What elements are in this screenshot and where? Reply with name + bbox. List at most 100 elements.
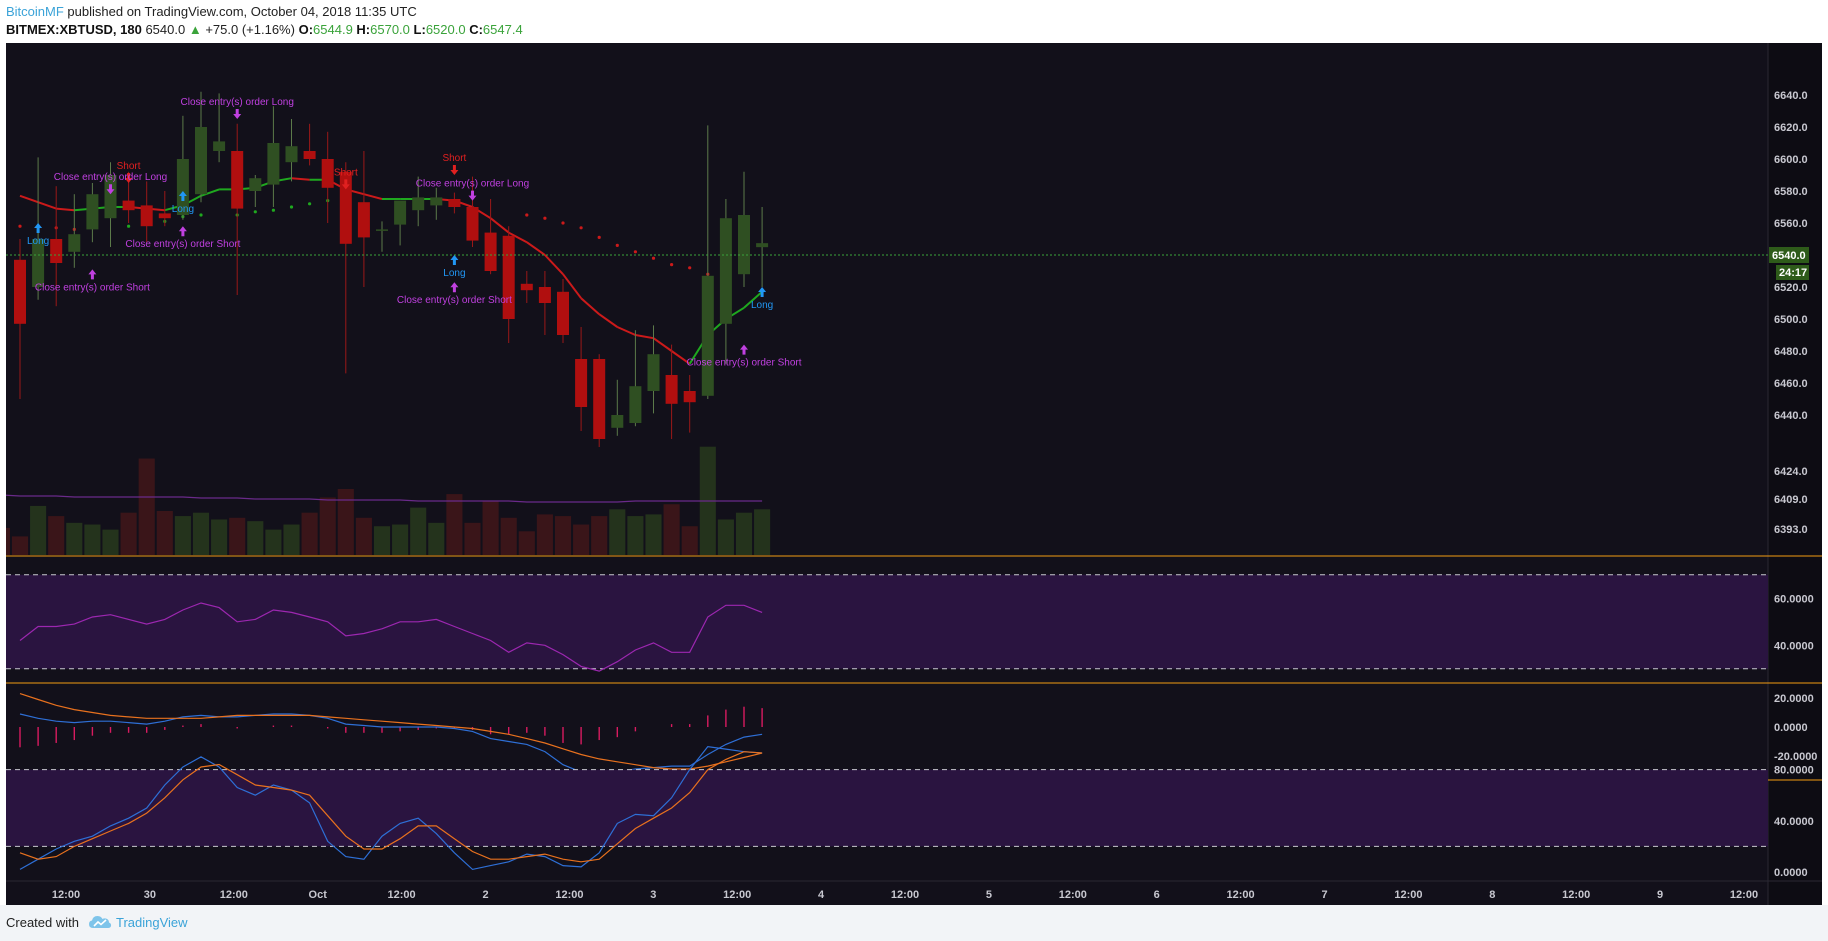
- volume-bar: [554, 516, 572, 555]
- psar-dot: [561, 221, 565, 225]
- time-tick-label: 12:00: [555, 889, 583, 901]
- volume-bar: [464, 522, 481, 555]
- volume-bar: [30, 505, 47, 555]
- publish-line: BitcoinMF published on TradingView.com, …: [6, 4, 417, 19]
- signal-label: Close entry(s) order Long: [54, 172, 167, 183]
- ema-segment: [291, 177, 310, 181]
- candle-body: [267, 143, 280, 185]
- time-tick-label: 12:00: [1562, 889, 1590, 901]
- chart-svg[interactable]: Long Short Close entry(s) order Long Close …: [0, 43, 1822, 905]
- price-axis-panel: [1768, 43, 1822, 905]
- current-price-badge: [1769, 247, 1809, 263]
- volume-bar: [319, 497, 336, 555]
- rsi-tick-label: 40.0000: [1774, 640, 1814, 652]
- time-tick-label: 12:00: [388, 889, 416, 901]
- signal-label: Long: [443, 268, 465, 279]
- close-value: 6547.4: [482, 22, 523, 37]
- candle-body: [412, 197, 425, 211]
- price-tick-label: 6480.0: [1774, 346, 1808, 358]
- volume-bar: [283, 524, 300, 555]
- signal-label: Long: [751, 300, 773, 311]
- open-value: 6544.9: [313, 22, 353, 37]
- candle-body: [719, 218, 732, 324]
- macd-histogram: [19, 706, 763, 748]
- psar-dot: [308, 202, 312, 206]
- time-tick-label: 3: [650, 889, 656, 901]
- signal-arrow-down-icon: [468, 190, 477, 201]
- price-tick-label: 6500.0: [1774, 314, 1808, 326]
- signal-arrow-down-icon: [233, 109, 242, 119]
- stoch-axis: 80.0000 40.0000 0.0000: [1774, 765, 1814, 879]
- time-tick-label: 2: [482, 889, 488, 901]
- psar-dot: [253, 210, 257, 214]
- signal-label: Close entry(s) order Short: [686, 358, 801, 369]
- price-change: +75.0 (+1.16%): [205, 22, 295, 37]
- candle-body: [466, 207, 479, 241]
- volume-bar: [446, 494, 463, 555]
- volume-bar: [11, 536, 29, 555]
- time-tick-label: 12:00: [1730, 889, 1758, 901]
- price-tick-label: 6580.0: [1774, 186, 1808, 198]
- psar-dot: [651, 256, 656, 260]
- rsi-line: [19, 602, 763, 672]
- candle-body: [502, 235, 515, 319]
- candle-body: [321, 159, 334, 188]
- stoch-tick-label: 80.0000: [1774, 765, 1814, 777]
- candle-body: [195, 127, 207, 195]
- time-tick-label: 7: [1321, 889, 1327, 901]
- high-label: H:: [356, 22, 371, 37]
- candle-body: [32, 239, 45, 287]
- macd-tick-label: 0.0000: [1774, 722, 1808, 734]
- psar-dot: [543, 216, 547, 220]
- volume-bar: [337, 489, 354, 555]
- candle-body: [665, 375, 678, 404]
- candle-body: [647, 354, 660, 391]
- psar-dot: [579, 226, 583, 230]
- rsi-axis: 60.0000 40.0000: [1774, 593, 1814, 652]
- signal-label: Short: [334, 167, 358, 178]
- ema-segment: [743, 291, 763, 309]
- candle-body: [756, 243, 769, 248]
- ema-segment: [37, 201, 57, 210]
- ema-segment: [508, 231, 528, 244]
- signal-arrow-down-icon: [106, 184, 115, 195]
- signal-label: Close entry(s) order Short: [397, 295, 512, 306]
- published-text: published on TradingView.com, October 04…: [67, 4, 417, 19]
- signal-arrow-up-icon: [178, 226, 187, 237]
- tradingview-brand-link[interactable]: TradingView: [116, 915, 188, 930]
- countdown-badge: [1776, 265, 1809, 280]
- psar-dot: [271, 208, 275, 212]
- volume-bar: [717, 519, 734, 555]
- volume-bar: [392, 524, 409, 555]
- signal-arrow-down-icon: [341, 179, 350, 190]
- signal-arrow-up-icon: [178, 191, 187, 201]
- candle-body: [285, 146, 298, 163]
- volume-bar: [84, 524, 101, 555]
- price-tick-label: 6620.0: [1774, 122, 1808, 134]
- candle-body: [68, 234, 81, 252]
- tradingview-cloud-icon[interactable]: [88, 913, 112, 931]
- psar-dot: [289, 205, 294, 209]
- candle-body: [158, 213, 171, 219]
- time-tick-label: 30: [144, 889, 156, 901]
- ema-segment: [544, 254, 564, 275]
- stoch-band: [6, 769, 1768, 847]
- candle-body: [249, 178, 262, 191]
- candle-body: [50, 239, 63, 263]
- volume-bar: [102, 529, 119, 555]
- author-link[interactable]: BitcoinMF: [6, 4, 64, 19]
- time-tick-label: 8: [1489, 889, 1495, 901]
- candle-body: [629, 386, 642, 423]
- footer-bar: Created with TradingView: [0, 905, 1828, 941]
- candle-body: [104, 175, 117, 219]
- close-label: C:: [469, 22, 483, 37]
- price-tick-label: 6440.0: [1774, 410, 1808, 422]
- signal-arrow-up-icon: [34, 223, 43, 233]
- volume-bar: [120, 512, 137, 555]
- ema-segment: [56, 207, 75, 212]
- volume-bar: [247, 521, 264, 555]
- volume-bar: [211, 519, 228, 555]
- chart-area[interactable]: Long Short Close entry(s) order Long Close …: [0, 43, 1822, 905]
- candle-layer: [14, 91, 769, 447]
- volume-bar: [518, 531, 535, 555]
